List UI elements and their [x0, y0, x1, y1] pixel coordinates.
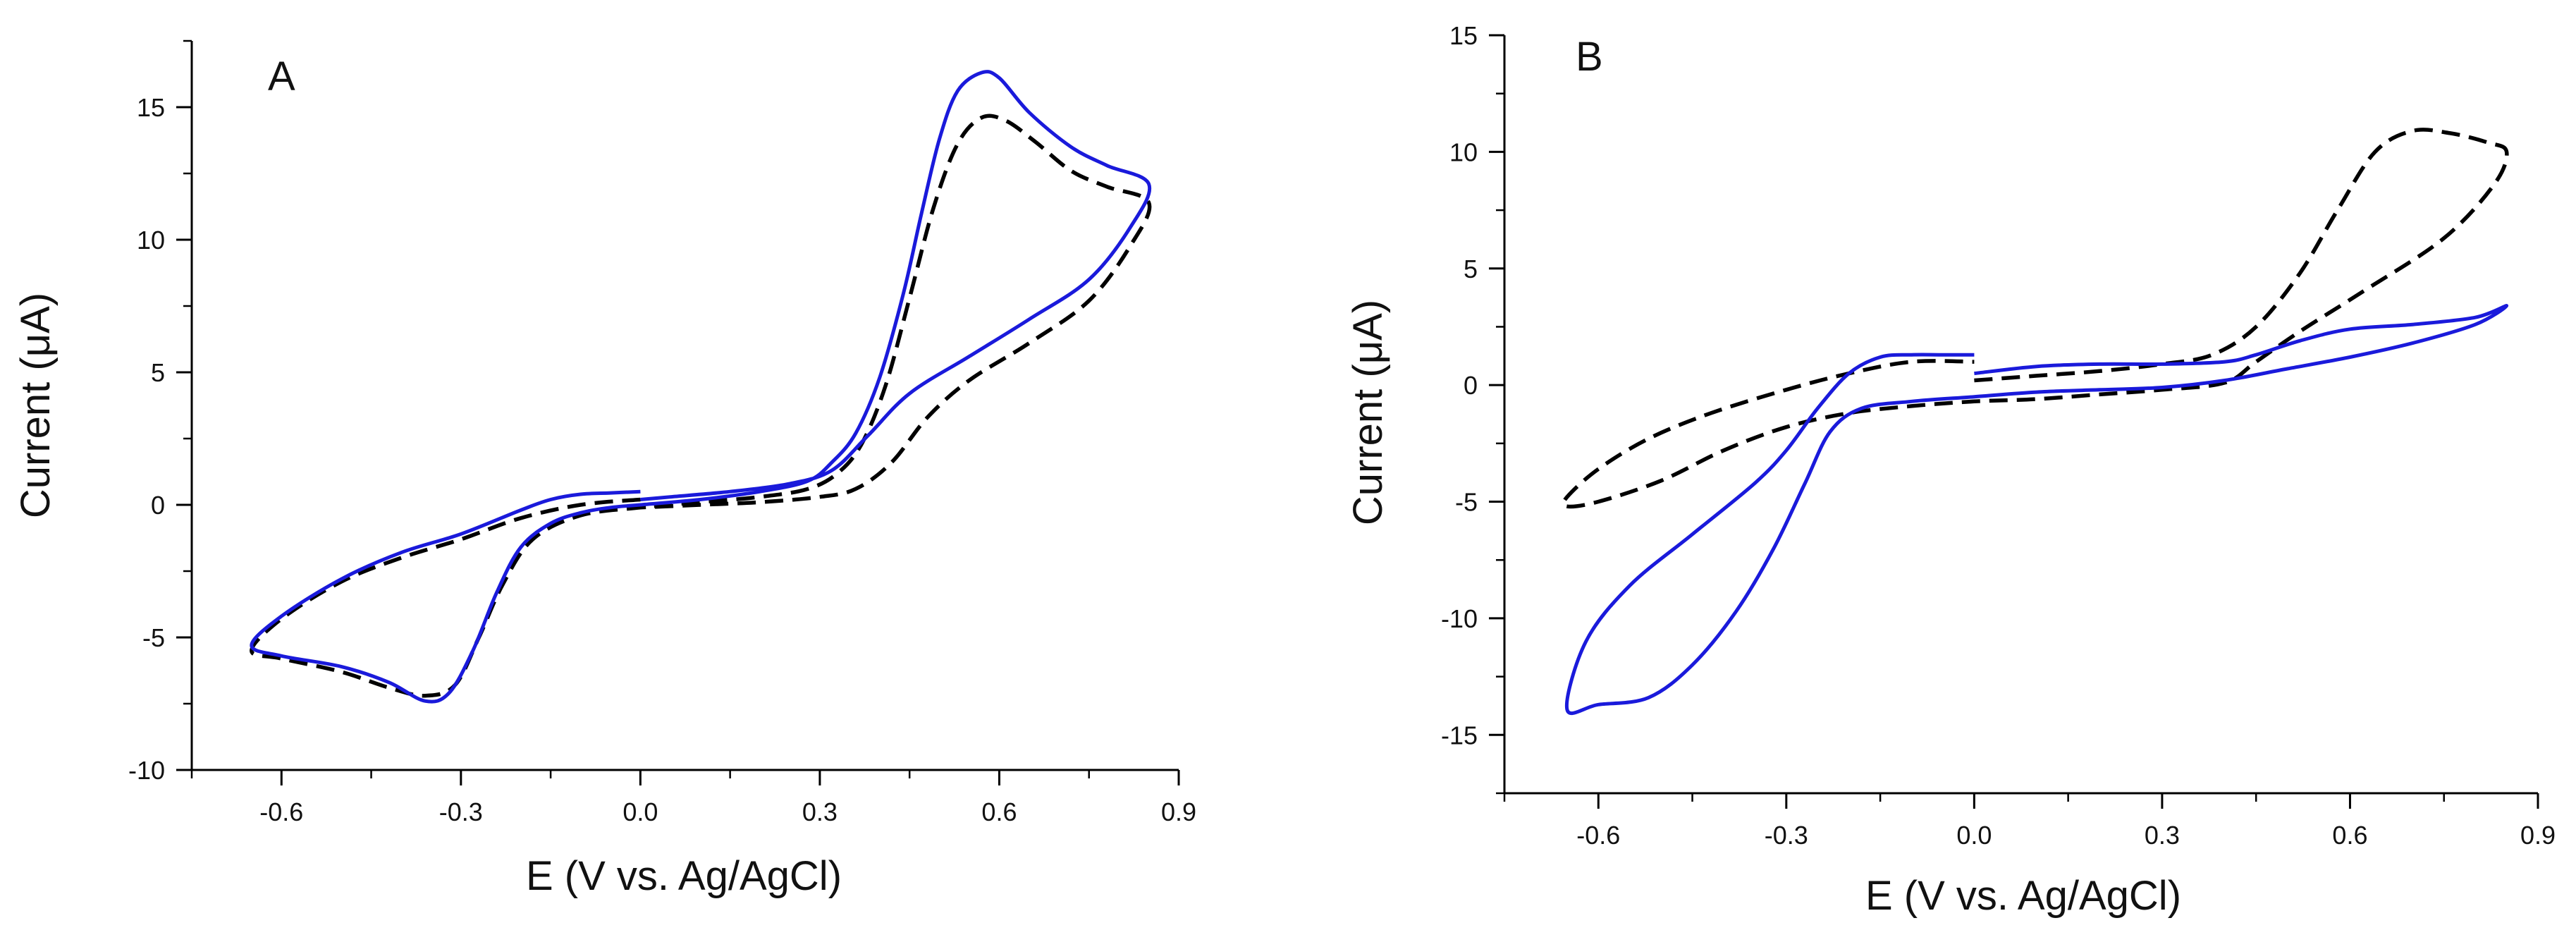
y-tick-label: -10	[1441, 604, 1478, 633]
y-tick-label: -5	[142, 623, 165, 652]
x-axis-title: E (V vs. Ag/AgCl)	[1865, 873, 2181, 919]
chart-b: -0.6 -0.3 0.0 0.3 0.6 0.9 -15 -10 -5 0 5 10 15 E (V v…	[1345, 21, 2556, 919]
x-tick-label: 0.9	[1161, 797, 1196, 826]
x-tick-label: -0.6	[259, 797, 303, 826]
series-line-solid-blue	[250, 70, 1152, 704]
y-tick-label: -5	[1455, 488, 1478, 517]
panel-label: B	[1576, 34, 1603, 80]
x-tick-label: 0.6	[2332, 821, 2367, 850]
y-tick-label: -10	[128, 756, 165, 785]
series-line-solid-blue	[1564, 304, 2509, 716]
x-tick-label: -0.6	[1576, 821, 1620, 850]
x-tick-label: -0.3	[439, 797, 483, 826]
series-line-dashed-black	[1561, 128, 2509, 509]
chart-a: -0.6 -0.3 0.0 0.3 0.6 0.9 -10 -5 0 5 10 15 E (V vs. …	[13, 39, 1196, 899]
y-axis-title: Current (μA)	[13, 293, 59, 518]
x-tick-label: 0.0	[1956, 821, 1992, 850]
x-tick-label: 0.6	[981, 797, 1017, 826]
y-tick-label: 15	[137, 93, 165, 122]
y-tick-label: 0	[151, 491, 165, 520]
x-tick-label: 0.3	[2145, 821, 2180, 850]
y-tick-label: 5	[1464, 255, 1478, 283]
x-tick-label: 0.3	[802, 797, 838, 826]
y-tick-label: 5	[151, 358, 165, 387]
x-tick-label: 0.9	[2520, 821, 2556, 850]
series-line-dashed-black	[250, 114, 1152, 698]
x-axis-title: E (V vs. Ag/AgCl)	[526, 853, 842, 899]
y-tick-label: 10	[1449, 137, 1478, 166]
x-tick-label: -0.3	[1765, 821, 1808, 850]
y-tick-label: -15	[1441, 721, 1478, 750]
y-tick-label: 15	[1449, 21, 1478, 50]
panel-label: A	[268, 54, 295, 99]
y-axis-title: Current (μA)	[1345, 300, 1391, 525]
y-tick-label: 10	[137, 226, 165, 255]
y-tick-label: 0	[1464, 371, 1478, 400]
x-tick-label: 0.0	[622, 797, 658, 826]
